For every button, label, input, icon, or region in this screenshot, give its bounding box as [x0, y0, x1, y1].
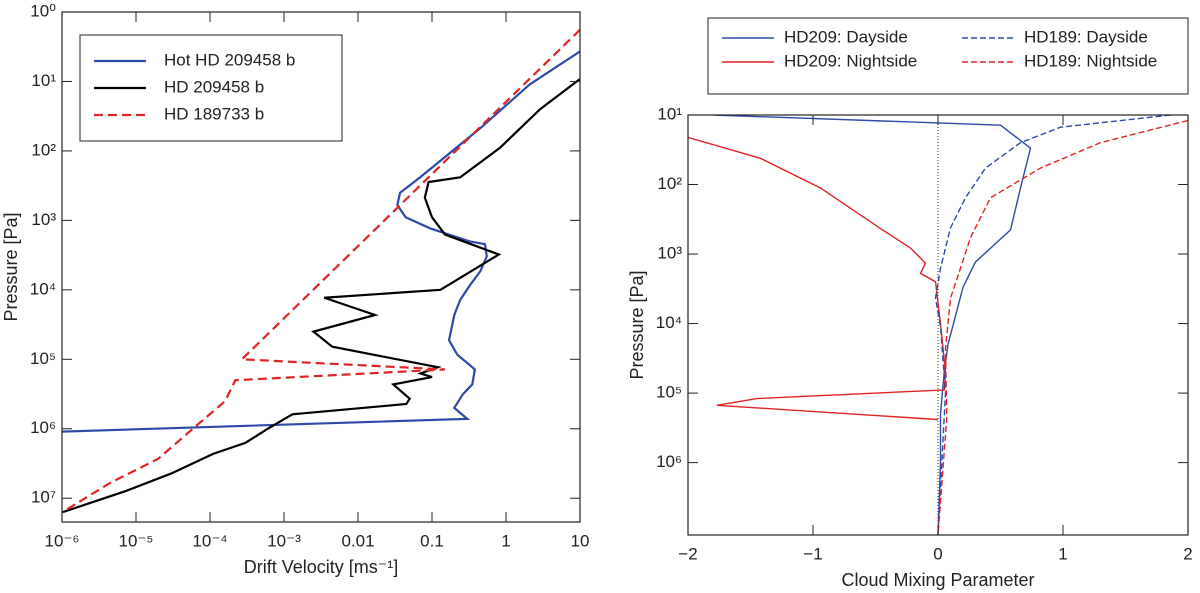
x-tick-label: −2	[678, 544, 697, 563]
x-tick-label: 10⁻⁴	[192, 531, 227, 550]
x-tick-label: 10⁻³	[267, 531, 301, 550]
y-tick-label: 10⁷	[31, 488, 56, 507]
y-tick-label: 10⁵	[30, 349, 56, 368]
x-tick-label: 0.1	[420, 531, 444, 550]
plot-lines	[62, 28, 580, 514]
y-axis-label: Pressure [Pa]	[627, 270, 647, 379]
series-line	[934, 115, 1171, 535]
y-tick-label: 10⁴	[30, 279, 56, 298]
legend-label: HD189: Nightside	[1024, 51, 1157, 70]
y-tick-label: 10¹	[31, 71, 56, 90]
legend-label: HD 189733 b	[164, 104, 264, 123]
x-tick-label: 10	[571, 531, 590, 550]
plot-lines	[688, 115, 1188, 535]
x-axis-label: Drift Velocity [ms⁻¹]	[244, 557, 399, 577]
x-tick-label: 1	[1058, 544, 1067, 563]
series-line	[712, 115, 1032, 535]
series-line	[62, 78, 580, 514]
x-tick-label: 1	[501, 531, 510, 550]
legend-label: Hot HD 209458 b	[164, 50, 295, 69]
y-tick-label: 10³	[31, 210, 56, 229]
series-line	[62, 50, 580, 433]
y-tick-label: 10³	[657, 244, 682, 263]
x-tick-label: 10⁻⁵	[119, 531, 154, 550]
legend-label: HD209: Nightside	[784, 51, 917, 70]
y-tick-label: 10⁶	[30, 418, 56, 437]
legend-box	[707, 17, 1189, 95]
legend-label: HD 209458 b	[164, 77, 264, 96]
legend-label: HD209: Dayside	[784, 27, 908, 46]
series-line	[688, 136, 947, 421]
x-tick-label: 10⁻⁶	[45, 531, 80, 550]
x-tick-label: −1	[803, 544, 822, 563]
y-tick-label: 10⁰	[30, 1, 56, 20]
y-tick-label: 10²	[31, 140, 56, 159]
x-tick-label: 0.01	[341, 531, 374, 550]
y-tick-label: 10²	[657, 174, 682, 193]
y-tick-label: 10⁶	[656, 452, 682, 471]
x-axis-label: Cloud Mixing Parameter	[841, 570, 1034, 590]
y-axis-label: Pressure [Pa]	[1, 212, 21, 321]
y-tick-label: 10¹	[657, 104, 682, 123]
y-tick-label: 10⁴	[656, 313, 682, 332]
legend-label: HD189: Dayside	[1024, 27, 1148, 46]
series-line	[62, 28, 580, 514]
plot-frame	[61, 11, 581, 523]
x-tick-label: 0	[933, 544, 942, 563]
y-tick-label: 10⁵	[656, 383, 682, 402]
x-tick-label: 2	[1183, 544, 1192, 563]
series-line	[937, 119, 1188, 535]
